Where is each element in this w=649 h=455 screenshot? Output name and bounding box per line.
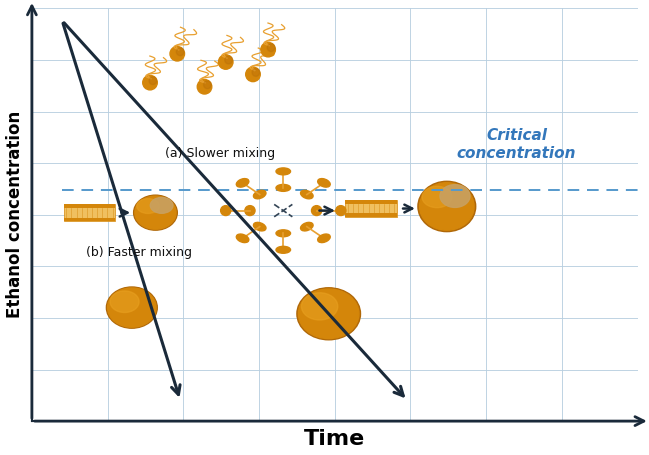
Ellipse shape	[267, 44, 275, 51]
Ellipse shape	[110, 291, 139, 313]
Ellipse shape	[170, 46, 184, 61]
Text: (b) Faster mixing: (b) Faster mixing	[86, 246, 192, 259]
Ellipse shape	[299, 289, 359, 339]
FancyBboxPatch shape	[64, 204, 115, 208]
Ellipse shape	[246, 67, 260, 81]
Ellipse shape	[419, 183, 474, 230]
FancyBboxPatch shape	[345, 200, 397, 217]
Ellipse shape	[317, 234, 330, 243]
Ellipse shape	[221, 206, 231, 216]
Ellipse shape	[108, 288, 156, 327]
Ellipse shape	[219, 55, 233, 69]
Ellipse shape	[276, 168, 291, 175]
Ellipse shape	[236, 179, 249, 187]
Ellipse shape	[106, 287, 157, 328]
FancyBboxPatch shape	[345, 200, 397, 204]
Ellipse shape	[197, 80, 212, 94]
Ellipse shape	[276, 246, 291, 253]
Ellipse shape	[317, 179, 330, 187]
Ellipse shape	[422, 186, 452, 207]
Ellipse shape	[134, 195, 177, 230]
Ellipse shape	[301, 293, 337, 320]
Ellipse shape	[297, 288, 360, 340]
Ellipse shape	[336, 206, 346, 216]
Ellipse shape	[254, 222, 266, 231]
Ellipse shape	[225, 56, 232, 64]
Ellipse shape	[149, 77, 157, 85]
Ellipse shape	[276, 230, 291, 237]
Ellipse shape	[135, 196, 176, 229]
Ellipse shape	[177, 48, 184, 56]
Y-axis label: Ethanol concentration: Ethanol concentration	[6, 111, 23, 318]
Ellipse shape	[137, 199, 160, 213]
FancyBboxPatch shape	[345, 213, 397, 217]
Ellipse shape	[312, 206, 322, 216]
Ellipse shape	[418, 181, 476, 232]
X-axis label: Time: Time	[304, 430, 365, 450]
Ellipse shape	[276, 184, 291, 192]
Ellipse shape	[236, 234, 249, 243]
Ellipse shape	[143, 76, 157, 90]
Ellipse shape	[204, 81, 212, 89]
Ellipse shape	[254, 190, 266, 199]
Ellipse shape	[300, 190, 313, 199]
Ellipse shape	[261, 42, 275, 57]
Ellipse shape	[440, 185, 470, 207]
FancyBboxPatch shape	[64, 204, 115, 221]
FancyBboxPatch shape	[64, 217, 115, 221]
Ellipse shape	[245, 206, 255, 216]
Text: Critical
concentration: Critical concentration	[457, 128, 576, 161]
Ellipse shape	[252, 68, 260, 76]
Text: (a) Slower mixing: (a) Slower mixing	[165, 147, 275, 160]
Ellipse shape	[151, 197, 173, 213]
Ellipse shape	[300, 222, 313, 231]
